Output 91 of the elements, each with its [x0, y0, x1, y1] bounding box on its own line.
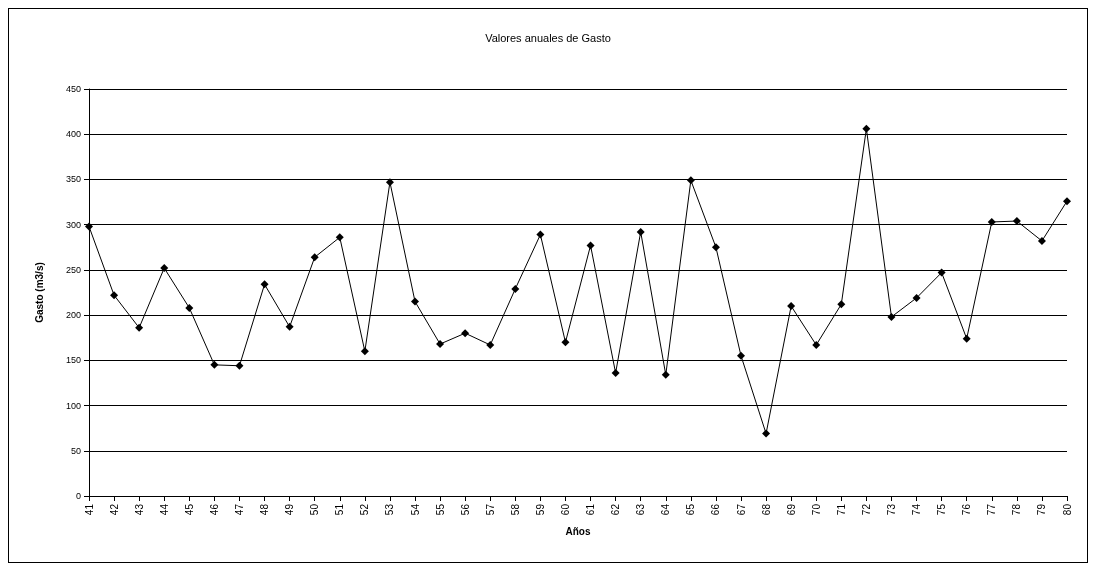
- x-tick-label: 45: [183, 503, 195, 516]
- x-tick-label: 44: [158, 503, 170, 516]
- x-tick-label: 65: [685, 503, 697, 516]
- point: [636, 227, 645, 236]
- point: [461, 329, 470, 338]
- point: [586, 241, 595, 250]
- x-tick-label: 79: [1036, 503, 1048, 516]
- point: [260, 280, 269, 289]
- chart-title: Valores anuales de Gasto: [485, 31, 611, 44]
- x-tick-label: 76: [961, 503, 973, 516]
- x-tick-label: 51: [334, 503, 346, 516]
- point: [937, 268, 946, 277]
- x-tick-label: 55: [434, 503, 446, 516]
- point: [611, 369, 620, 377]
- point: [310, 253, 319, 262]
- y-tick-label: 250: [65, 264, 81, 275]
- y-tick-label: 400: [65, 129, 81, 140]
- y-tick-label: 150: [65, 355, 81, 366]
- y-tick-label: 100: [65, 400, 81, 411]
- x-tick-label: 73: [885, 503, 897, 516]
- point: [360, 347, 369, 356]
- y-tick-label: 450: [65, 84, 81, 94]
- x-tick-label: 77: [986, 503, 998, 516]
- x-tick-label: 70: [810, 503, 822, 516]
- x-tick-label: 46: [208, 503, 220, 516]
- x-tick-label: 62: [610, 503, 622, 516]
- x-tick-label: 41: [83, 503, 95, 516]
- y-axis-title: Gasto (m3/s): [33, 262, 45, 323]
- point: [686, 176, 695, 185]
- x-tick-label: 80: [1061, 503, 1073, 516]
- point: [887, 312, 896, 321]
- x-tick-label: 68: [760, 503, 772, 516]
- point: [837, 300, 846, 309]
- point: [135, 323, 144, 332]
- x-tick-label: 42: [108, 503, 120, 516]
- x-tick-label: 52: [359, 503, 371, 516]
- point: [862, 124, 871, 133]
- point: [110, 291, 119, 300]
- point: [160, 264, 169, 273]
- y-tick-label: 50: [70, 445, 81, 456]
- x-tick-label: 72: [860, 503, 872, 516]
- x-tick-label: 75: [936, 503, 948, 516]
- point: [536, 230, 545, 239]
- point: [661, 370, 670, 379]
- x-tick-label: 66: [710, 503, 722, 516]
- x-tick-label: 71: [835, 503, 847, 516]
- x-tick-label: 59: [534, 503, 546, 516]
- x-tick-label: 57: [484, 503, 496, 516]
- x-tick-label: 64: [660, 503, 672, 516]
- point: [1037, 236, 1046, 245]
- y-tick-label: 200: [65, 310, 81, 321]
- x-tick-label: 48: [259, 503, 271, 516]
- point: [737, 351, 745, 360]
- point: [511, 284, 520, 293]
- x-tick-label: 63: [635, 503, 647, 516]
- point: [335, 233, 344, 242]
- x-tick-label: 53: [384, 503, 396, 516]
- x-tick-label: 47: [233, 503, 245, 516]
- x-tick-label: 43: [133, 503, 145, 516]
- y-tick-label: 300: [65, 219, 81, 230]
- y-tick-label: 350: [65, 174, 81, 185]
- point: [787, 302, 796, 311]
- point: [285, 322, 294, 331]
- x-tick-label: 74: [911, 503, 923, 516]
- point: [762, 429, 771, 438]
- x-tick-label: 56: [459, 503, 471, 516]
- point: [711, 243, 720, 252]
- point: [235, 361, 244, 370]
- x-tick-label: 49: [284, 503, 296, 516]
- x-tick-label: 50: [309, 503, 321, 516]
- point: [436, 340, 445, 349]
- point: [987, 217, 996, 226]
- point: [1063, 197, 1071, 206]
- x-tick-label: 54: [409, 503, 421, 516]
- point: [912, 293, 921, 302]
- x-tick-label: 58: [509, 503, 521, 516]
- point: [185, 303, 194, 312]
- y-tick-label: 0: [75, 491, 81, 501]
- point: [561, 338, 570, 347]
- x-tick-label: 69: [785, 503, 797, 516]
- x-axis-title: Años: [565, 525, 591, 537]
- point: [210, 360, 219, 369]
- x-tick-label: 61: [585, 503, 597, 516]
- point: [812, 340, 821, 349]
- point: [385, 178, 394, 187]
- point: [962, 334, 971, 343]
- point: [486, 340, 495, 349]
- x-tick-label: 60: [559, 503, 571, 516]
- point: [411, 297, 419, 306]
- x-tick-label: 67: [735, 503, 747, 516]
- x-tick-label: 78: [1011, 503, 1023, 516]
